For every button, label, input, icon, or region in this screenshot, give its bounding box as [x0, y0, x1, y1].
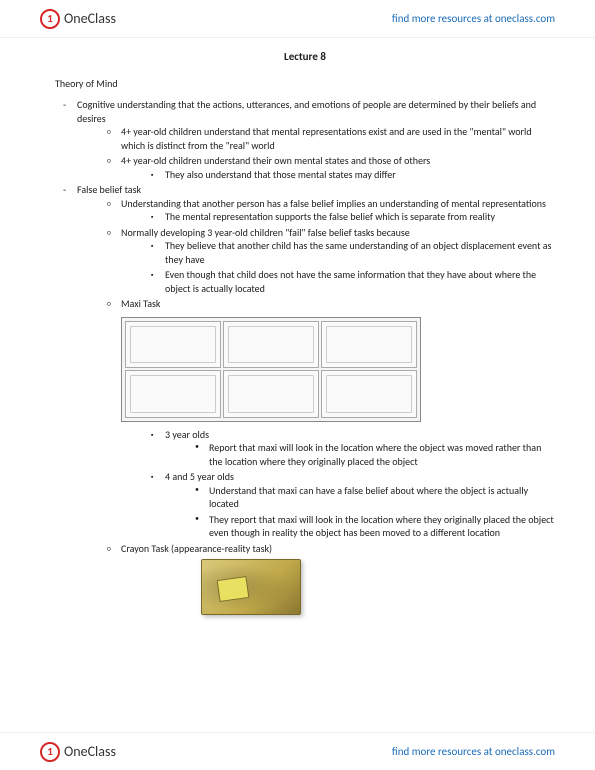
bullet-cognitive: Cognitive understanding that the actions…: [63, 98, 555, 181]
section-heading: Theory of Mind: [55, 77, 555, 90]
maxi-task-diagram: [121, 317, 421, 422]
text: Cognitive understanding that the actions…: [77, 98, 536, 125]
lecture-title: Lecture 8: [55, 50, 555, 63]
crayon-box-image: [201, 559, 301, 615]
text: Crayon Task (appearance-reality task): [121, 542, 272, 555]
outline-level-4: Report that maxi will look in the locati…: [165, 441, 555, 468]
header-resources-link[interactable]: find more resources at oneclass.com: [392, 12, 555, 25]
bullet: They report that maxi will look in the l…: [195, 513, 555, 540]
bullet: They also understand that those mental s…: [151, 168, 555, 182]
outline-level-1: Cognitive understanding that the actions…: [55, 98, 555, 615]
diagram-panel: [223, 321, 319, 369]
diagram-panel: [321, 370, 417, 418]
footer-resources-link[interactable]: find more resources at oneclass.com: [392, 745, 555, 758]
bullet: Even though that child does not have the…: [151, 268, 555, 295]
diagram-panel: [223, 370, 319, 418]
brand-logo: 1 OneClass: [40, 9, 116, 29]
text: Understanding that another person has a …: [121, 197, 546, 210]
outline-level-3: They also understand that those mental s…: [121, 168, 555, 182]
outline-level-3: They believe that another child has the …: [121, 239, 555, 295]
outline-level-3: 3 year olds Report that maxi will look i…: [121, 428, 555, 540]
diagram-panel: [125, 370, 221, 418]
text: False belief task: [77, 183, 141, 196]
text: 4 and 5 year olds: [165, 470, 234, 483]
bullet: 3 year olds Report that maxi will look i…: [151, 428, 555, 469]
bullet: 4+ year-old children understand that men…: [107, 125, 555, 152]
diagram-panel: [321, 321, 417, 369]
outline-level-4: Understand that maxi can have a false be…: [165, 484, 555, 540]
bullet: Report that maxi will look in the locati…: [195, 441, 555, 468]
bullet-crayon-task: Crayon Task (appearance-reality task): [107, 542, 555, 616]
page-header: 1 OneClass find more resources at onecla…: [0, 0, 595, 38]
text: 4+ year-old children understand their ow…: [121, 154, 430, 167]
bullet: 4+ year-old children understand their ow…: [107, 154, 555, 181]
bullet-maxi-task: Maxi Task 3 year olds Report: [107, 297, 555, 540]
document-body: Lecture 8 Theory of Mind Cognitive under…: [55, 50, 555, 720]
outline-level-2: 4+ year-old children understand that men…: [77, 125, 555, 181]
bullet: Understanding that another person has a …: [107, 197, 555, 224]
brand-logo-icon: 1: [40, 9, 60, 29]
bullet-falsebelief: False belief task Understanding that ano…: [63, 183, 555, 615]
bullet: Understand that maxi can have a false be…: [195, 484, 555, 511]
bullet: Normally developing 3 year-old children …: [107, 226, 555, 296]
brand-name: OneClass: [64, 10, 116, 27]
brand-logo-footer: 1 OneClass: [40, 742, 116, 762]
bullet: They believe that another child has the …: [151, 239, 555, 266]
outline-level-3: The mental representation supports the f…: [121, 210, 555, 224]
bullet: 4 and 5 year olds Understand that maxi c…: [151, 470, 555, 540]
diagram-panel: [125, 321, 221, 369]
brand-logo-icon: 1: [40, 742, 60, 762]
text: 3 year olds: [165, 428, 209, 441]
outline-level-2: Understanding that another person has a …: [77, 197, 555, 616]
page-footer: 1 OneClass find more resources at onecla…: [0, 732, 595, 770]
bullet: The mental representation supports the f…: [151, 210, 555, 224]
brand-name: OneClass: [64, 743, 116, 760]
text: Maxi Task: [121, 297, 160, 310]
text: Normally developing 3 year-old children …: [121, 226, 410, 239]
